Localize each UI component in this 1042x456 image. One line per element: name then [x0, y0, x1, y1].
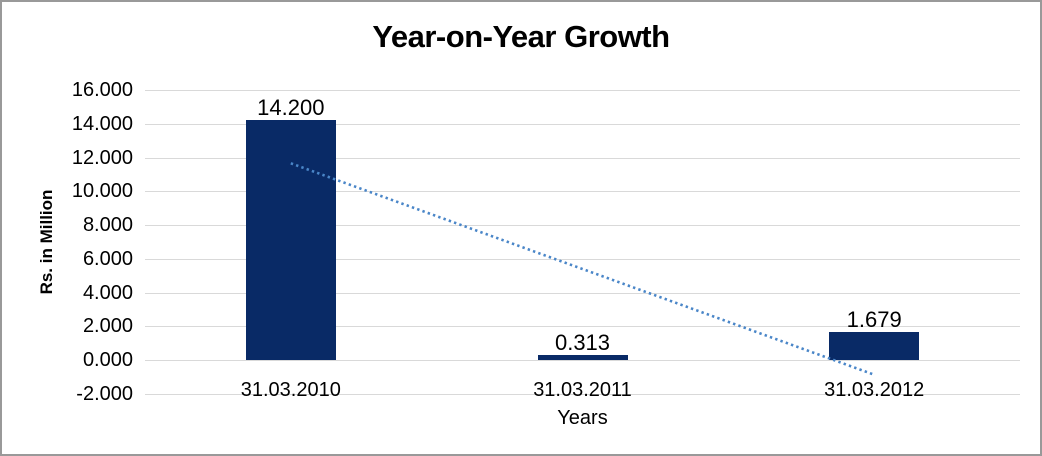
y-tick-label: 0.000 — [82, 349, 133, 372]
y-tick-label: 10.000 — [71, 180, 133, 203]
category-label: 31.03.2012 — [824, 379, 925, 401]
bar — [245, 120, 336, 361]
plot-area: 14.200 0.313 1.679 — [145, 90, 1020, 395]
y-tick-label: 16.000 — [71, 79, 133, 101]
y-tick-label: 12.000 — [71, 146, 133, 169]
data-label: 1.679 — [846, 306, 902, 332]
category-label: 31.03.2010 — [240, 379, 341, 401]
y-tick-label: 2.000 — [82, 315, 133, 338]
gridline — [145, 360, 1020, 362]
y-tick-label: 6.000 — [82, 247, 133, 270]
data-label: 14.200 — [257, 95, 325, 121]
y-tick-label: 4.000 — [82, 281, 133, 304]
category-label: 31.03.2011 — [533, 379, 632, 401]
x-axis-title: Years — [557, 407, 608, 429]
y-axis-title: Rs. in Million — [37, 189, 56, 295]
bar — [537, 354, 628, 361]
bar — [829, 331, 920, 361]
y-tick-label: -2.000 — [76, 383, 133, 405]
y-tick-label: 14.000 — [71, 112, 133, 135]
data-label: 0.313 — [554, 329, 611, 355]
y-tick-label: 8.000 — [82, 214, 133, 237]
chart-title: Year-on-Year Growth — [372, 19, 670, 54]
gridline — [145, 90, 1020, 91]
